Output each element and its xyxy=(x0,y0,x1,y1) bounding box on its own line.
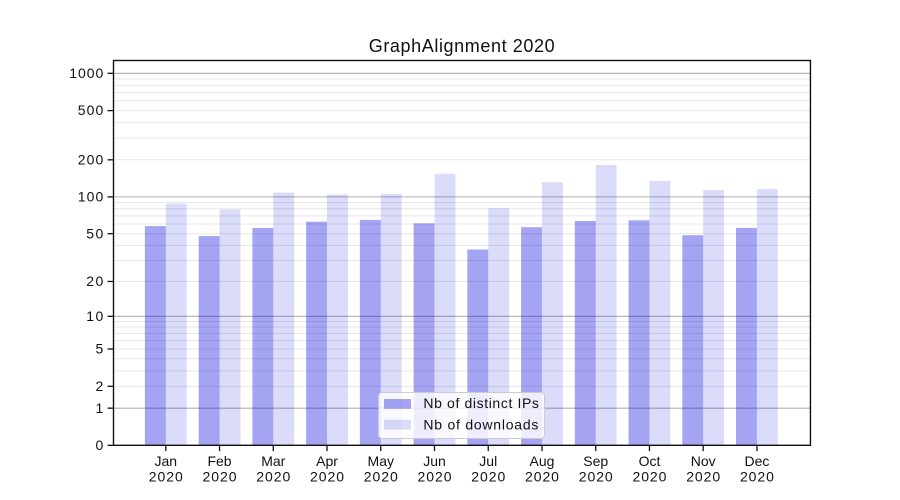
svg-text:Dec: Dec xyxy=(744,453,769,469)
svg-text:2020: 2020 xyxy=(579,469,613,485)
svg-text:Mar: Mar xyxy=(261,453,285,469)
svg-text:Apr: Apr xyxy=(316,453,338,469)
svg-text:2: 2 xyxy=(96,378,104,394)
svg-text:Nb of distinct IPs: Nb of distinct IPs xyxy=(423,395,539,411)
svg-text:2020: 2020 xyxy=(149,469,183,485)
svg-text:2020: 2020 xyxy=(418,469,452,485)
svg-text:200: 200 xyxy=(78,151,104,167)
svg-text:Nov: Nov xyxy=(691,453,716,469)
svg-text:2020: 2020 xyxy=(525,469,559,485)
svg-text:1000: 1000 xyxy=(69,65,103,81)
svg-text:0: 0 xyxy=(96,437,104,453)
svg-text:2020: 2020 xyxy=(364,469,398,485)
svg-text:50: 50 xyxy=(86,225,103,241)
svg-text:Sep: Sep xyxy=(583,453,608,469)
svg-text:2020: 2020 xyxy=(310,469,344,485)
svg-text:2020: 2020 xyxy=(471,469,505,485)
svg-text:Jun: Jun xyxy=(423,453,446,469)
svg-text:5: 5 xyxy=(96,341,104,357)
svg-text:2020: 2020 xyxy=(632,469,666,485)
svg-text:Aug: Aug xyxy=(530,453,555,469)
svg-text:GraphAlignment 2020: GraphAlignment 2020 xyxy=(369,36,556,56)
svg-text:Jul: Jul xyxy=(479,453,497,469)
svg-text:2020: 2020 xyxy=(740,469,774,485)
svg-text:Nb of downloads: Nb of downloads xyxy=(423,416,538,432)
svg-text:Feb: Feb xyxy=(207,453,231,469)
svg-text:Jan: Jan xyxy=(155,453,178,469)
svg-text:1: 1 xyxy=(96,400,104,416)
svg-text:20: 20 xyxy=(86,273,103,289)
svg-text:2020: 2020 xyxy=(256,469,290,485)
svg-text:2020: 2020 xyxy=(686,469,720,485)
svg-text:2020: 2020 xyxy=(203,469,237,485)
svg-text:500: 500 xyxy=(78,102,104,118)
svg-text:May: May xyxy=(368,453,394,469)
svg-text:Oct: Oct xyxy=(639,453,661,469)
svg-text:100: 100 xyxy=(78,188,104,204)
svg-text:10: 10 xyxy=(86,308,103,324)
